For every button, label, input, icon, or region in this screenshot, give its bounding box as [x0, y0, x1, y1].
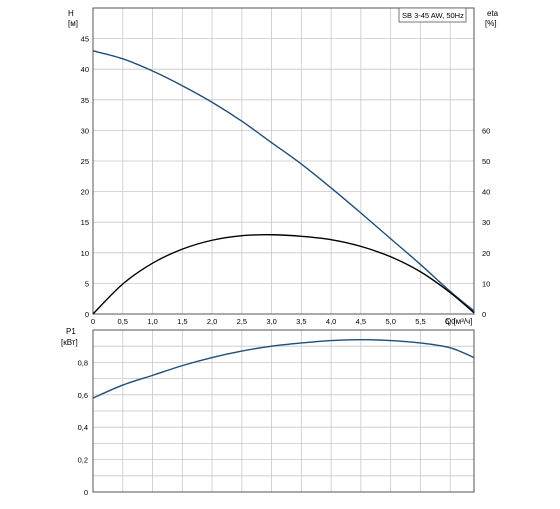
curve-layer: [92, 50, 475, 399]
top-plot-frame: [92, 7, 475, 315]
flow-tick-label: 5,0: [385, 317, 395, 326]
flow-tick-label: 3,5: [296, 317, 306, 326]
bottom-plot-grid: [93, 329, 474, 492]
flow-tick-label: 5,5: [415, 317, 425, 326]
flow-tick-label: 6,0: [445, 317, 455, 326]
power-tick-label: 0,8: [78, 358, 88, 367]
efficiency-tick-label: 60: [482, 126, 490, 135]
efficiency-axis-unit: [%]: [485, 19, 497, 28]
head-tick-label: 20: [81, 188, 89, 197]
efficiency-tick-label: 0: [482, 310, 486, 319]
power-curve: [92, 339, 475, 399]
head-tick-label: 5: [85, 279, 89, 288]
head-tick-labels: 0 5 10 15 20 25 30 35 40 45: [81, 35, 89, 319]
flow-tick-label: 2,0: [207, 317, 217, 326]
head-tick-label: 30: [81, 126, 89, 135]
efficiency-tick-label: 10: [482, 279, 490, 288]
head-tick-label: 0: [85, 310, 89, 319]
flow-tick-label: 0: [91, 317, 95, 326]
head-tick-label: 25: [81, 157, 89, 166]
flow-tick-label: 0,5: [118, 317, 128, 326]
power-tick-label: 0: [84, 488, 88, 497]
flow-tick-label: 3,0: [266, 317, 276, 326]
power-axis-label: P1: [66, 327, 76, 336]
head-tick-label: 35: [81, 96, 89, 105]
head-axis-label: H: [68, 9, 74, 18]
top-plot-grid: [93, 8, 474, 314]
model-legend-text: SB 3-45 AW, 50Hz: [402, 11, 464, 20]
head-tick-label: 15: [81, 218, 89, 227]
power-tick-label: 0,4: [78, 423, 88, 432]
flow-tick-label: 1,5: [177, 317, 187, 326]
flow-tick-labels: 0 0,5 1,0 1,5 2,0 2,5 3,0 3,5 4,0 4,5 5,0 5,5 6,0: [91, 317, 455, 326]
efficiency-tick-label: 30: [482, 218, 490, 227]
head-tick-label: 40: [81, 65, 89, 74]
model-legend-box: [398, 7, 467, 23]
efficiency-tick-label: 20: [482, 249, 490, 258]
efficiency-tick-labels: 0 10 20 30 40 50 60: [482, 126, 490, 319]
head-axis-unit: [м]: [68, 19, 78, 28]
efficiency-axis-label: eta: [487, 9, 499, 18]
flow-tick-label: 4,5: [356, 317, 366, 326]
power-tick-labels: 0 0,2 0,4 0,6 0,8: [78, 358, 88, 497]
power-tick-label: 0,2: [78, 456, 88, 465]
head-curve: [92, 50, 475, 312]
flow-tick-label: 1,0: [147, 317, 157, 326]
power-tick-label: 0,6: [78, 391, 88, 400]
head-tick-label: 45: [81, 35, 89, 44]
power-axis-unit: [кВт]: [61, 338, 78, 347]
efficiency-curve: [92, 234, 475, 315]
efficiency-tick-label: 40: [482, 188, 490, 197]
bottom-plot-frame: [92, 329, 475, 493]
flow-tick-label: 4,0: [326, 317, 336, 326]
flow-tick-label: 2,5: [237, 317, 247, 326]
flow-axis-label: Q [м³/ч]: [445, 317, 472, 326]
head-tick-label: 10: [81, 249, 89, 258]
efficiency-tick-label: 50: [482, 157, 490, 166]
